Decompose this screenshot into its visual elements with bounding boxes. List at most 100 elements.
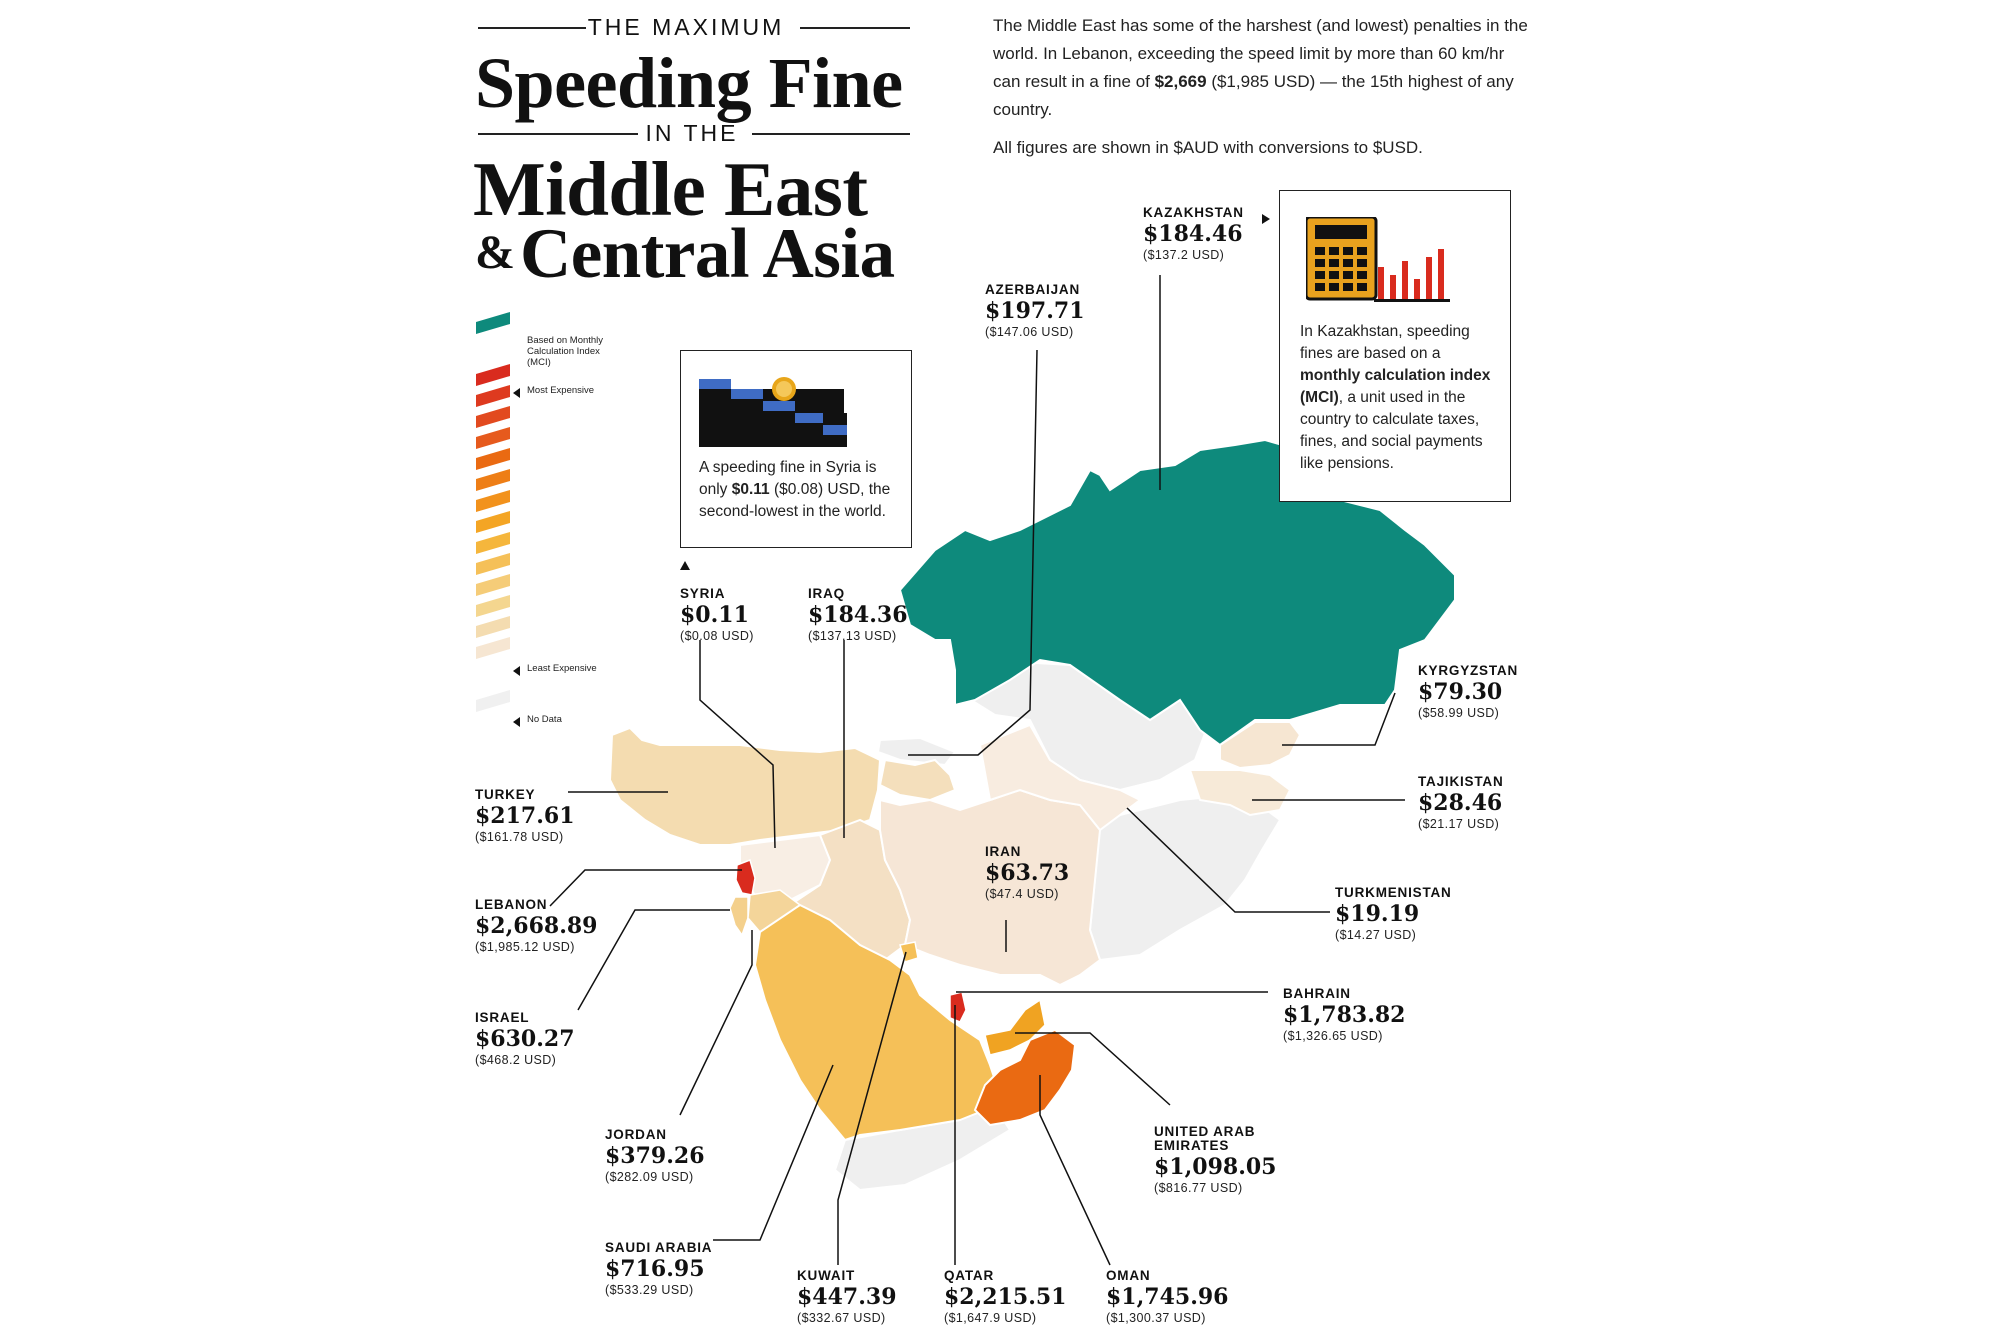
fine-usd: ($1,300.37 USD): [1106, 1311, 1206, 1325]
label-azerbaijan: AZERBAIJAN $197.71 ($147.06 USD): [985, 282, 1085, 339]
legend-swatch-2: [476, 406, 510, 428]
lebanon-region: [735, 859, 756, 896]
leader-oman: [1039, 1075, 1111, 1266]
fine-usd: ($47.4 USD): [985, 887, 1059, 901]
country-name: OMAN: [1106, 1268, 1151, 1283]
tajikistan-region: [1188, 769, 1292, 817]
georgia-region: [876, 736, 957, 767]
label-kyrgyzstan: KYRGYZSTAN $79.30 ($58.99 USD): [1418, 663, 1518, 720]
intro-paragraph-1: The Middle East has some of the harshest…: [993, 12, 1533, 124]
kaz-callout-bold: monthly calculation index (MCI): [1300, 367, 1491, 406]
legend-pointer-0: [513, 388, 520, 398]
country-name: KUWAIT: [797, 1268, 856, 1283]
leader-lebanon: [549, 869, 742, 907]
legend-pointer-1: [513, 666, 520, 676]
syria-callout: A speeding fine in Syria is only $0.11 (…: [680, 350, 912, 548]
fine-aud: $184.46: [1143, 221, 1243, 247]
fine-usd: ($21.17 USD): [1418, 817, 1500, 831]
title-kicker-mid: IN THE: [645, 120, 739, 146]
leader-azerbaijan: [908, 349, 1038, 756]
fine-usd: ($0.08 USD): [680, 629, 754, 643]
staircase-coin-icon: [699, 377, 847, 447]
legend-swatch-6: [476, 490, 510, 512]
label-kuwait: KUWAIT $447.39 ($332.67 USD): [797, 1268, 897, 1325]
country-name: KAZAKHSTAN: [1143, 205, 1244, 220]
fine-usd: ($282.09 USD): [605, 1170, 694, 1184]
label-jordan: JORDAN $379.26 ($282.09 USD): [605, 1127, 705, 1184]
syria-callout-text: A speeding fine in Syria is only $0.11 (…: [699, 457, 899, 523]
fine-usd: ($816.77 USD): [1154, 1181, 1243, 1195]
country-name: TAJIKISTAN: [1418, 774, 1504, 789]
fine-aud: $716.95: [605, 1256, 705, 1282]
qatar-region: [949, 991, 967, 1023]
turkmenistan-region: [978, 723, 1142, 832]
title-rule-left-2: [478, 133, 638, 135]
syria-callout-a: A speeding fine in Syria is only: [699, 459, 877, 498]
legend-swatch-4: [476, 448, 510, 470]
fine-usd: ($137.2 USD): [1143, 248, 1225, 262]
fine-aud: $184.36: [808, 602, 908, 628]
label-turkmenistan: TURKMENISTAN $19.19 ($14.27 USD): [1335, 885, 1452, 942]
syria-callout-b: ($0.08) USD, the second-lowest in the wo…: [699, 481, 891, 520]
legend-swatch-8: [476, 532, 510, 554]
country-name: SYRIA: [680, 586, 726, 601]
country-name: IRAQ: [808, 586, 845, 601]
leader-saudi: [713, 1064, 834, 1241]
turkey-region: [608, 726, 882, 846]
kazakhstan-region: [898, 438, 1456, 747]
country-name: SAUDI ARABIA: [605, 1240, 713, 1255]
label-qatar: QATAR $2,215.51 ($1,647.9 USD): [944, 1268, 1066, 1325]
label-oman: OMAN $1,745.96 ($1,300.37 USD): [1106, 1268, 1228, 1325]
fine-aud: $19.19: [1335, 901, 1420, 927]
legend-least: Least Expensive: [527, 663, 597, 674]
intro-p1-a: The Middle East has some of the harshest…: [993, 16, 1528, 91]
fine-usd: ($161.78 USD): [475, 830, 564, 844]
uae-region: [984, 998, 1046, 1056]
syria-callout-bold: $0.11: [731, 481, 770, 498]
oman-region: [973, 1028, 1077, 1127]
intro-p1-bold: $2,669: [1154, 72, 1207, 91]
arrow-marker-syria: [680, 561, 690, 570]
fine-aud: $379.26: [605, 1143, 705, 1169]
country-name: ISRAEL: [475, 1010, 530, 1025]
kaz-callout-b: , a unit used in the country to calculat…: [1300, 389, 1483, 472]
leader-turkmenistan: [1126, 807, 1330, 913]
fine-aud: $63.73: [985, 860, 1070, 886]
leader-uae: [1015, 1032, 1171, 1106]
fine-usd: ($147.06 USD): [985, 325, 1074, 339]
country-name: LEBANON: [475, 897, 548, 912]
afghanistan-region: [1088, 793, 1282, 962]
country-name: TURKMENISTAN: [1335, 885, 1452, 900]
fine-aud: $197.71: [985, 298, 1085, 324]
fine-usd: ($1,985.12 USD): [475, 940, 575, 954]
calculator-chart-icon: [1306, 217, 1450, 302]
label-bahrain: BAHRAIN $1,783.82 ($1,326.65 USD): [1283, 986, 1405, 1043]
leader-israel: [577, 909, 730, 1011]
fine-usd: ($137.13 USD): [808, 629, 897, 643]
fine-aud: $1,783.82: [1283, 1002, 1406, 1028]
fine-usd: ($14.27 USD): [1335, 928, 1417, 942]
label-syria: SYRIA $0.11 ($0.08 USD): [680, 586, 754, 643]
arrow-marker-kaz: [1262, 214, 1270, 224]
country-name: UNITED ARAB EMIRATES: [1154, 1124, 1256, 1153]
legend-swatch-3: [476, 427, 510, 449]
leader-syria: [699, 640, 776, 849]
legend-swatch-0: [476, 364, 510, 386]
fine-aud: $79.30: [1418, 679, 1503, 705]
label-uae: UNITED ARAB EMIRATES $1,098.05 ($816.77 …: [1154, 1124, 1277, 1196]
legend-swatch-12: [476, 616, 510, 638]
label-kazakhstan: KAZAKHSTAN $184.46 ($137.2 USD): [1143, 205, 1244, 262]
label-iran: IRAN $63.73 ($47.4 USD): [985, 844, 1069, 901]
intro-text: The Middle East has some of the harshest…: [993, 12, 1533, 172]
fine-aud: $1,098.05: [1154, 1154, 1277, 1180]
fine-aud: $0.11: [680, 602, 749, 628]
title-line1: Speeding Fine: [475, 43, 903, 123]
legend-swatch-1: [476, 385, 510, 407]
country-name: JORDAN: [605, 1127, 667, 1142]
intro-p1-b: ($1,985 USD) — the 15th highest of any c…: [993, 72, 1514, 119]
title-line2: Middle East: [473, 146, 868, 232]
title-kicker-top: THE MAXIMUM: [587, 14, 785, 40]
fine-aud: $1,745.96: [1106, 1284, 1229, 1310]
legend-nodata: No Data: [527, 714, 562, 725]
